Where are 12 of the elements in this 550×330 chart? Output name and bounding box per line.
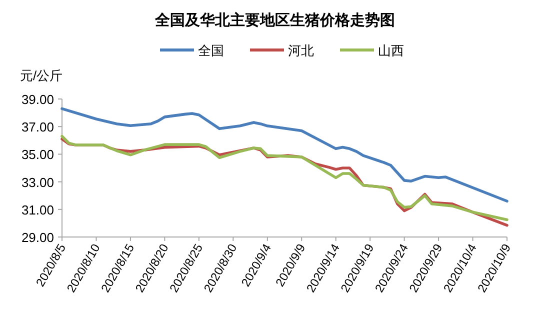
y-tick-label: 39.00 — [21, 92, 54, 107]
y-tick-label: 35.00 — [21, 147, 54, 162]
y-axis-title: 元/公斤 — [20, 68, 63, 83]
y-tick-label: 31.00 — [21, 202, 54, 218]
y-tick-label: 29.00 — [21, 230, 54, 245]
line-series — [60, 107, 508, 203]
legend-label: 河北 — [288, 43, 314, 58]
y-tick-label: 33.00 — [21, 174, 54, 190]
y-tick-label: 37.00 — [21, 120, 54, 135]
legend-label: 山西 — [378, 43, 404, 58]
chart-title: 全国及华北主要地区生猪价格走势图 — [154, 11, 395, 29]
legend-label: 全国 — [198, 43, 224, 58]
